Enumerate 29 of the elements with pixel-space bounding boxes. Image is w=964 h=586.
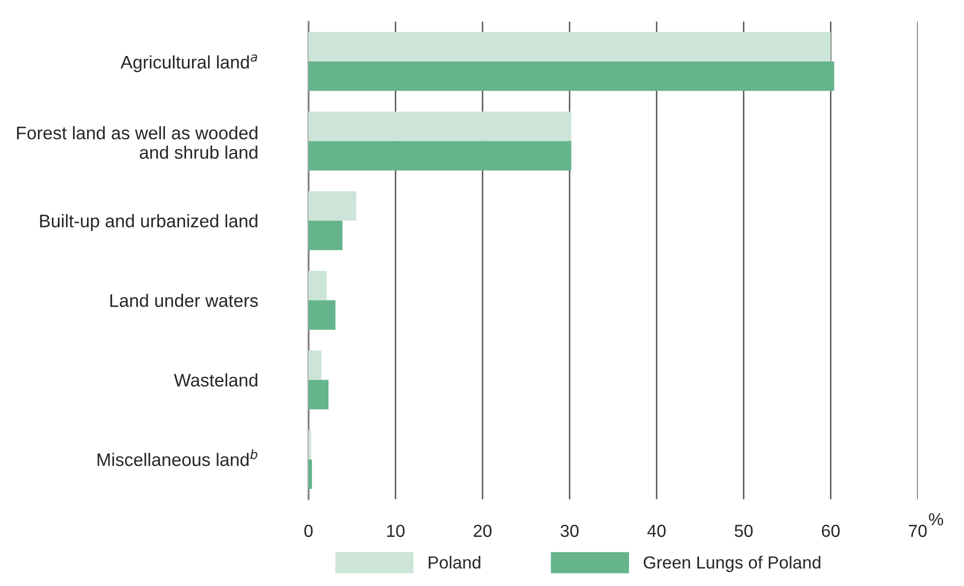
legend-label: Poland <box>428 556 480 569</box>
bar <box>308 220 342 250</box>
x-tick-label: 40 <box>647 524 666 538</box>
y-tick-label: Built-up and urbanized land <box>40 214 258 231</box>
x-tick-label: 0 <box>304 524 313 538</box>
bar <box>308 350 322 380</box>
bar <box>308 141 572 171</box>
y-tick-label: Wasteland <box>174 373 258 387</box>
bar <box>308 380 328 410</box>
bar <box>308 61 834 91</box>
bar <box>308 459 312 489</box>
y-tick-label: Agricultural land$^{a}$ <box>120 54 258 72</box>
bar <box>308 32 831 62</box>
bar <box>308 112 572 142</box>
x-tick-label: 10 <box>387 524 404 538</box>
y-tick-label: Forest land as well as wooded and shrub land <box>17 126 258 159</box>
x-tick-label: 60 <box>822 524 840 538</box>
x-tick-label: 30 <box>560 524 579 538</box>
bar <box>308 270 327 300</box>
bar <box>308 430 312 460</box>
legend-label: Green Lungs of Poland <box>644 556 820 572</box>
x-tick-label: 50 <box>734 524 753 538</box>
x-axis-title: % <box>928 513 944 526</box>
x-tick-label: 20 <box>474 524 492 538</box>
x-tick-label: 70 <box>908 524 927 538</box>
y-tick-label: Land under waters <box>110 294 258 307</box>
bar <box>308 191 356 221</box>
bar <box>308 300 336 330</box>
y-tick-label: Miscellaneous land$^{b}$ <box>98 449 258 466</box>
